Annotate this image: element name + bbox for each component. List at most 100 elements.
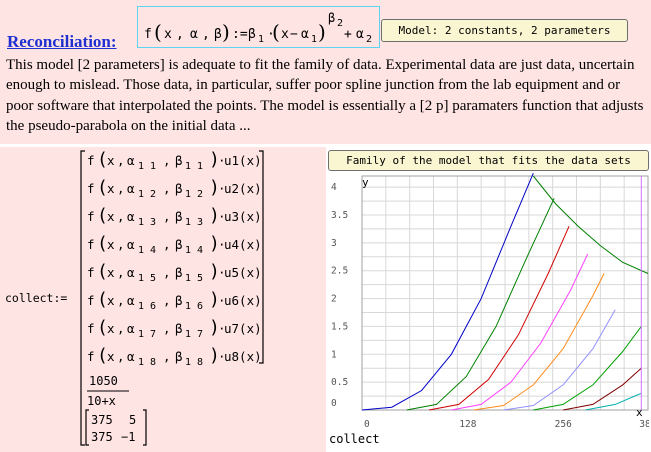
y-tick-label: 0 xyxy=(331,398,337,409)
plot-background xyxy=(326,172,648,432)
svg-text:·: · xyxy=(218,321,226,336)
plot-series xyxy=(361,173,649,411)
y-tick-label: 4 xyxy=(331,182,337,193)
svg-text:1 4: 1 4 xyxy=(185,245,203,256)
svg-text:u4(x): u4(x) xyxy=(224,237,262,252)
svg-text:u1(x): u1(x) xyxy=(224,153,262,168)
svg-text:u5(x): u5(x) xyxy=(224,265,262,280)
svg-text:,: , xyxy=(117,209,125,224)
svg-text:1 6: 1 6 xyxy=(185,301,203,312)
formula-beta1: β xyxy=(248,27,256,42)
svg-text:,: , xyxy=(117,265,125,280)
collect-definition-label[interactable]: collect:= xyxy=(5,291,67,305)
svg-text:x: x xyxy=(107,209,115,224)
svg-text:(: ( xyxy=(154,20,162,44)
svg-text:α: α xyxy=(127,321,135,336)
series-line-4 xyxy=(451,253,589,411)
svg-text:·: · xyxy=(218,181,226,196)
svg-text:α: α xyxy=(356,27,364,42)
formula-beta: β xyxy=(214,27,222,42)
fraction-denominator: 10+x xyxy=(87,394,116,408)
svg-text:u8(x): u8(x) xyxy=(224,349,262,364)
svg-text:,: , xyxy=(163,181,171,196)
svg-text:f: f xyxy=(87,153,95,168)
inner-matrix-cell: 375 xyxy=(91,430,113,444)
svg-text:α: α xyxy=(127,349,135,364)
svg-text:u7(x): u7(x) xyxy=(224,321,262,336)
svg-text:·: · xyxy=(218,265,226,280)
collect-name: collect xyxy=(5,291,54,305)
svg-text:1 3: 1 3 xyxy=(138,217,156,228)
svg-text:β: β xyxy=(175,321,183,336)
svg-text:): ) xyxy=(209,289,220,310)
chart-plot[interactable]: 0 0.5 1 1.5 2 2.5 3 3.5 4 0 128 256 38 y x xyxy=(326,172,649,434)
svg-text:): ) xyxy=(209,177,220,198)
svg-text:x: x xyxy=(107,321,115,336)
svg-text:x: x xyxy=(107,349,115,364)
svg-text:,: , xyxy=(117,153,125,168)
svg-text:u2(x): u2(x) xyxy=(224,181,262,196)
svg-text:): ) xyxy=(209,317,220,338)
formula-alpha: α xyxy=(190,27,198,42)
svg-text:1 6: 1 6 xyxy=(138,301,156,312)
x-tick-label: 128 xyxy=(459,419,476,430)
y-axis-label: y xyxy=(362,176,369,189)
svg-text:1 8: 1 8 xyxy=(185,357,203,368)
series-line-10 xyxy=(532,175,649,274)
svg-text:x: x xyxy=(107,293,115,308)
svg-text:(: ( xyxy=(97,233,108,254)
svg-text:u6(x): u6(x) xyxy=(224,293,262,308)
svg-text:(: ( xyxy=(97,205,108,226)
svg-text:1 2: 1 2 xyxy=(138,189,156,200)
svg-text:(: ( xyxy=(97,345,108,366)
x-tick-label: 0 xyxy=(364,419,370,430)
series-line-1 xyxy=(361,173,534,411)
svg-text:1 5: 1 5 xyxy=(138,273,156,284)
formula-assign: := xyxy=(232,27,248,42)
y-tick-label: 3 xyxy=(331,238,337,249)
svg-text:1 1: 1 1 xyxy=(138,161,156,172)
svg-text:f: f xyxy=(87,237,95,252)
model-formula[interactable]: f ( x , α , β ) := β 1 · ( x − α 1 ) β 2… xyxy=(137,6,380,48)
svg-text:α: α xyxy=(127,293,135,308)
series-line-8 xyxy=(563,367,642,411)
svg-text:1 4: 1 4 xyxy=(138,245,156,256)
svg-text:,: , xyxy=(117,181,125,196)
fraction-numerator: 1050 xyxy=(89,374,118,388)
svg-text:1 7: 1 7 xyxy=(185,329,203,340)
svg-text:1 5: 1 5 xyxy=(185,273,203,284)
svg-text:,: , xyxy=(117,237,125,252)
svg-text:): ) xyxy=(209,205,220,226)
svg-text:β: β xyxy=(175,265,183,280)
y-tick-label: 2.5 xyxy=(331,266,348,277)
svg-text:u3(x): u3(x) xyxy=(224,209,262,224)
matrix-left-bracket xyxy=(80,150,85,446)
svg-text:·: · xyxy=(218,237,226,252)
inner-matrix-cell: 5 xyxy=(129,413,136,427)
svg-text:f: f xyxy=(87,265,95,280)
svg-text:,: , xyxy=(163,321,171,336)
svg-text:,: , xyxy=(163,237,171,252)
svg-text:f: f xyxy=(87,181,95,196)
svg-text:): ) xyxy=(209,261,220,282)
svg-text:α: α xyxy=(127,237,135,252)
svg-text:(: ( xyxy=(97,149,108,170)
svg-text:,: , xyxy=(117,293,125,308)
y-tick-label: 0.5 xyxy=(331,377,348,388)
svg-text:α: α xyxy=(127,181,135,196)
svg-text:): ) xyxy=(209,345,220,366)
svg-text:α: α xyxy=(127,209,135,224)
svg-text:,: , xyxy=(117,321,125,336)
svg-text:2: 2 xyxy=(366,34,372,45)
x-tick-label: 256 xyxy=(555,419,572,430)
svg-text:·: · xyxy=(218,349,226,364)
x-axis-label: x xyxy=(636,406,643,419)
series-line-7 xyxy=(533,326,642,411)
svg-text:,: , xyxy=(163,153,171,168)
y-tick-label: 2 xyxy=(331,294,337,305)
